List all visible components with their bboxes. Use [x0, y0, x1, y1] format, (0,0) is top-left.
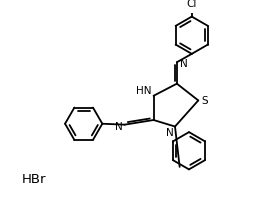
Text: N: N: [115, 121, 123, 131]
Text: Cl: Cl: [187, 0, 197, 9]
Text: HBr: HBr: [22, 172, 47, 185]
Text: N: N: [166, 128, 174, 138]
Text: HN: HN: [136, 85, 152, 95]
Text: N: N: [180, 59, 187, 69]
Text: S: S: [201, 96, 208, 106]
